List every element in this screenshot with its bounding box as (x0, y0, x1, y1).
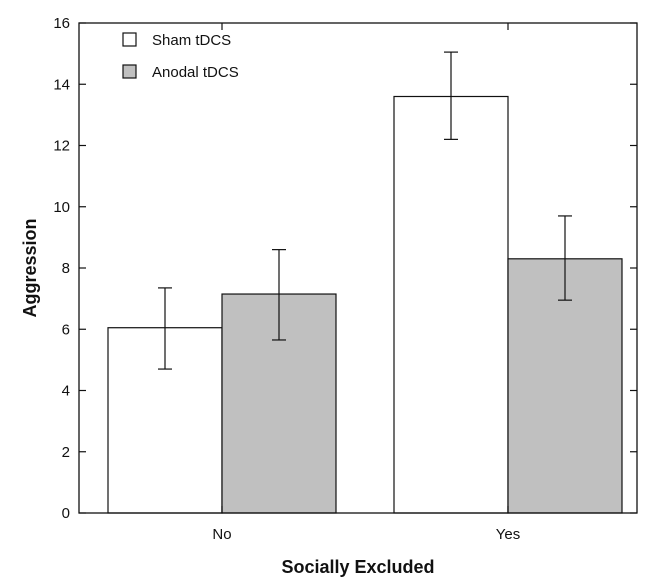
y-tick-label: 6 (62, 321, 70, 338)
y-tick-label: 16 (53, 15, 70, 32)
y-tick-label: 0 (62, 505, 70, 522)
legend: Sham tDCS Anodal tDCS (122, 32, 239, 81)
legend-label: Anodal tDCS (152, 64, 239, 81)
bars-layer (107, 95, 623, 514)
y-tick-label: 10 (53, 199, 70, 216)
y-axis-title: Aggression (20, 218, 40, 317)
plot-frame (78, 22, 638, 514)
y-tick-label: 8 (62, 260, 70, 277)
y-tick-label: 4 (62, 383, 70, 400)
legend-swatch (122, 32, 137, 47)
y-tick-label: 12 (53, 138, 70, 155)
y-tick-label: 2 (62, 444, 70, 461)
x-axis-ticks: No Yes (212, 23, 520, 543)
y-tick-label: 14 (53, 76, 70, 93)
x-tick-label: No (212, 526, 231, 543)
legend-swatch (122, 64, 137, 79)
error-bars-layer (158, 51, 572, 370)
y-axis-ticks: 0 2 4 6 8 10 12 14 16 (53, 15, 637, 522)
x-tick-label: Yes (496, 526, 520, 543)
legend-label: Sham tDCS (152, 32, 231, 49)
bar-sham-tdcs-yes (393, 95, 509, 514)
x-axis-title: Socially Excluded (281, 557, 434, 577)
